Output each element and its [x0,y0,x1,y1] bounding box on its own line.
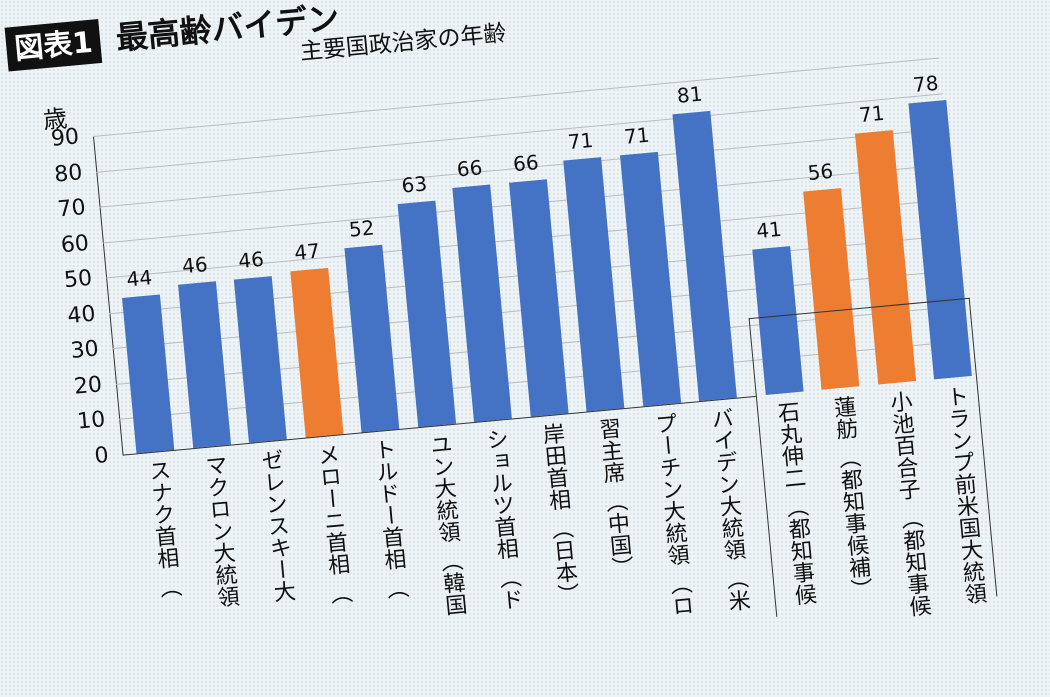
bar [803,188,860,390]
x-category-label: 習主席 （中国） [594,416,634,580]
y-tick-label: 10 [76,407,107,436]
data-label: 71 [566,127,595,154]
bar [908,99,972,380]
x-category-label: スナク首相 （ [144,458,182,600]
x-category-label: ショルツ首相 （ド [481,427,524,612]
x-category-label: トランプ前米国大統領 [941,384,987,606]
y-tick-label: 70 [56,195,87,223]
x-category-label: 石丸伸二 （都知事候 [772,400,817,607]
data-label: 56 [806,158,835,185]
y-tick-label: 0 [93,442,110,470]
y-tick-label: 60 [59,230,90,259]
y-tick-label: 20 [72,372,104,400]
data-label: 47 [293,238,321,265]
data-label: 41 [755,217,783,244]
x-category-label: プーチン大統領 （ロ [650,411,695,618]
y-tick-label: 80 [53,159,84,188]
bar [177,281,231,449]
y-tick-label: 90 [49,124,81,152]
data-label: 66 [512,150,540,177]
bar [122,294,175,454]
data-label: 71 [622,122,651,149]
data-label: 71 [857,100,886,127]
chart-figure: 図表1 最高齢バイデン 主要国政治家の年齢 歳 0 10 20 30 40 50 60 70 8… [4,0,998,618]
y-tick-label: 40 [66,301,97,329]
y-tick-label: 50 [63,265,94,294]
x-category-label: 蓮舫 （都知事候補） [829,394,874,602]
bar [233,276,287,443]
x-category-label: マクロン大統領 [200,453,240,609]
x-category-label: トルドー首相 （ [369,437,409,601]
data-label: 78 [911,70,940,97]
x-category-label: 岸田首相 （日本） [537,421,580,607]
y-axis [92,135,124,455]
x-category-label: ユン大統領 （韓国 [425,432,468,617]
data-label: 66 [455,155,484,182]
y-tick-label: 30 [69,336,100,365]
bar [751,246,804,396]
data-label: 52 [347,215,376,242]
figure-badge: 図表1 [4,18,103,72]
data-label: 44 [125,264,154,291]
x-category-label: ゼレンスキー大 [256,447,296,604]
data-label: 46 [237,247,265,274]
x-category-label: 小池百合子 （都知事候 [885,389,932,618]
x-category-label: メローニ首相 （ [312,442,353,606]
data-label: 81 [675,81,704,108]
data-label: 46 [181,252,209,279]
bar [344,244,400,433]
x-category-label: バイデン大統領 （米 [706,406,751,613]
bar [289,267,344,438]
data-label: 63 [400,171,429,198]
gridline [92,57,940,137]
